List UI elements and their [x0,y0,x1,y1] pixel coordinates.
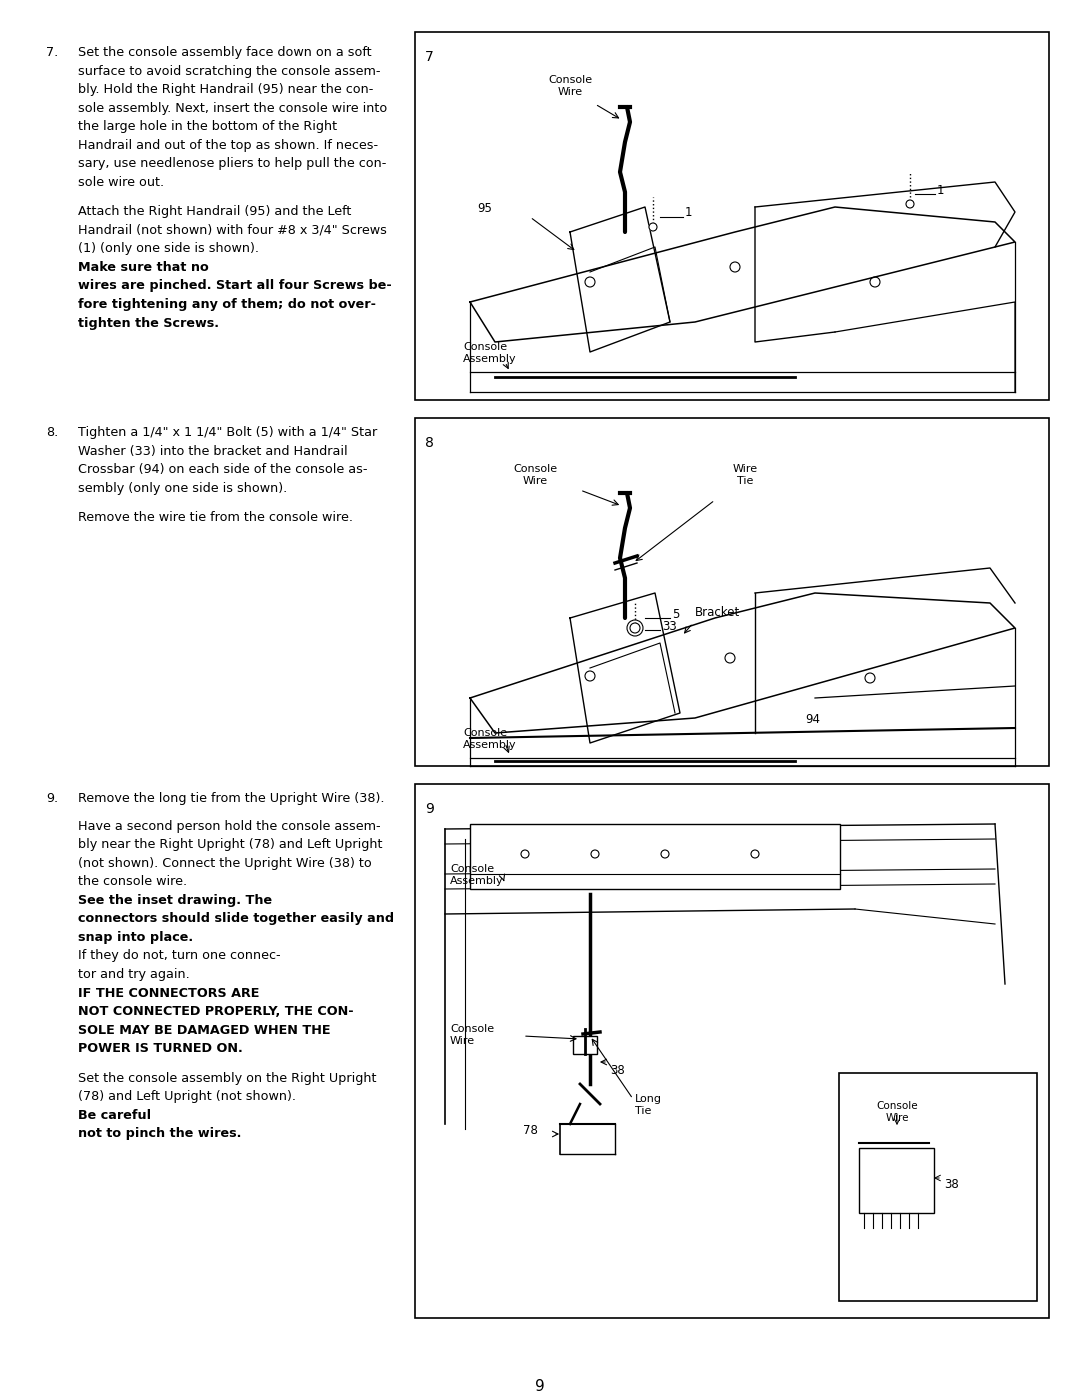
Text: Console
Wire: Console Wire [513,464,557,486]
Text: tor and try again.: tor and try again. [78,968,193,981]
Text: Console
Wire: Console Wire [548,75,592,96]
Text: 1: 1 [685,207,692,219]
Text: 5: 5 [672,608,679,620]
Text: Bracket: Bracket [696,606,740,619]
Text: 9: 9 [426,802,434,816]
Text: 94: 94 [805,712,820,726]
Text: Handrail (not shown) with four #8 x 3/4" Screws: Handrail (not shown) with four #8 x 3/4"… [78,224,387,237]
Circle shape [649,224,657,231]
Text: Long
Tie: Long Tie [635,1094,662,1116]
Text: sole wire out.: sole wire out. [78,176,164,189]
Circle shape [630,623,640,633]
Text: (not shown). Connect the Upright Wire (38) to: (not shown). Connect the Upright Wire (3… [78,856,372,870]
Circle shape [906,200,914,208]
Text: 7.: 7. [46,46,58,59]
Bar [839,1073,1037,1301]
Text: Remove the long tie from the Upright Wire (38).: Remove the long tie from the Upright Wir… [78,792,384,805]
Text: Console
Assembly: Console Assembly [463,728,516,750]
Text: If they do not, turn one connec-: If they do not, turn one connec- [78,950,281,963]
Bar [859,1148,934,1213]
Text: snap into place.: snap into place. [78,930,193,944]
Text: 9: 9 [535,1379,545,1394]
Text: Have a second person hold the console assem-: Have a second person hold the console as… [78,820,380,833]
Text: 1: 1 [937,183,945,197]
Text: Attach the Right Handrail (95) and the Left: Attach the Right Handrail (95) and the L… [78,205,351,218]
Text: 7: 7 [426,50,434,64]
Text: Console
Wire: Console Wire [450,1024,495,1045]
Text: Washer (33) into the bracket and Handrail: Washer (33) into the bracket and Handrai… [78,444,348,458]
Text: 8.: 8. [46,426,58,439]
Text: Console
Wire: Console Wire [876,1101,918,1123]
Text: sary, use needlenose pliers to help pull the con-: sary, use needlenose pliers to help pull… [78,158,387,170]
Text: (1) (only one side is shown).: (1) (only one side is shown). [78,243,264,256]
Text: 9.: 9. [46,792,58,805]
Text: 95: 95 [477,203,491,215]
Text: wires are pinched. Start all four Screws be-: wires are pinched. Start all four Screws… [78,279,392,292]
Text: Set the console assembly face down on a soft: Set the console assembly face down on a … [78,46,372,59]
Text: Tighten a 1/4" x 1 1/4" Bolt (5) with a 1/4" Star: Tighten a 1/4" x 1 1/4" Bolt (5) with a … [78,426,377,439]
Text: 38: 38 [944,1178,959,1192]
Text: NOT CONNECTED PROPERLY, THE CON-: NOT CONNECTED PROPERLY, THE CON- [78,1004,353,1018]
Text: Be careful: Be careful [78,1109,151,1122]
Text: POWER IS TURNED ON.: POWER IS TURNED ON. [78,1042,243,1055]
Text: (78) and Left Upright (not shown).: (78) and Left Upright (not shown). [78,1090,300,1104]
Text: bly. Hold the Right Handrail (95) near the con-: bly. Hold the Right Handrail (95) near t… [78,82,374,96]
Text: 38: 38 [610,1065,624,1077]
Text: not to pinch the wires.: not to pinch the wires. [78,1127,241,1140]
Text: 8: 8 [426,436,434,450]
Text: Remove the wire tie from the console wire.: Remove the wire tie from the console wir… [78,511,353,524]
Text: See the inset drawing. The: See the inset drawing. The [78,894,272,907]
Text: Crossbar (94) on each side of the console as-: Crossbar (94) on each side of the consol… [78,462,367,476]
Text: connectors should slide together easily and: connectors should slide together easily … [78,912,394,925]
Text: Wire
Tie: Wire Tie [732,464,757,486]
Text: 33: 33 [662,619,677,633]
Text: Make sure that no: Make sure that no [78,261,208,274]
Text: IF THE CONNECTORS ARE: IF THE CONNECTORS ARE [78,986,259,999]
Text: surface to avoid scratching the console assem-: surface to avoid scratching the console … [78,64,380,77]
Text: Handrail and out of the top as shown. If neces-: Handrail and out of the top as shown. If… [78,138,378,152]
Text: fore tightening any of them; do not over-: fore tightening any of them; do not over… [78,298,376,312]
Text: Set the console assembly on the Right Upright: Set the console assembly on the Right Up… [78,1071,377,1084]
Bar [415,784,1049,1317]
Text: the large hole in the bottom of the Right: the large hole in the bottom of the Righ… [78,120,337,133]
Text: bly near the Right Upright (78) and Left Upright: bly near the Right Upright (78) and Left… [78,838,382,851]
Text: the console wire.: the console wire. [78,876,191,888]
Bar [415,32,1049,400]
Text: 78: 78 [523,1125,538,1137]
Text: Console
Assembly: Console Assembly [463,342,516,363]
Text: sole assembly. Next, insert the console wire into: sole assembly. Next, insert the console … [78,102,388,115]
Bar [573,1037,597,1053]
Bar [415,418,1049,766]
Text: SOLE MAY BE DAMAGED WHEN THE: SOLE MAY BE DAMAGED WHEN THE [78,1024,330,1037]
Bar [470,824,840,888]
Text: Console
Assembly: Console Assembly [450,863,503,886]
Text: sembly (only one side is shown).: sembly (only one side is shown). [78,482,287,495]
Text: tighten the Screws.: tighten the Screws. [78,317,219,330]
